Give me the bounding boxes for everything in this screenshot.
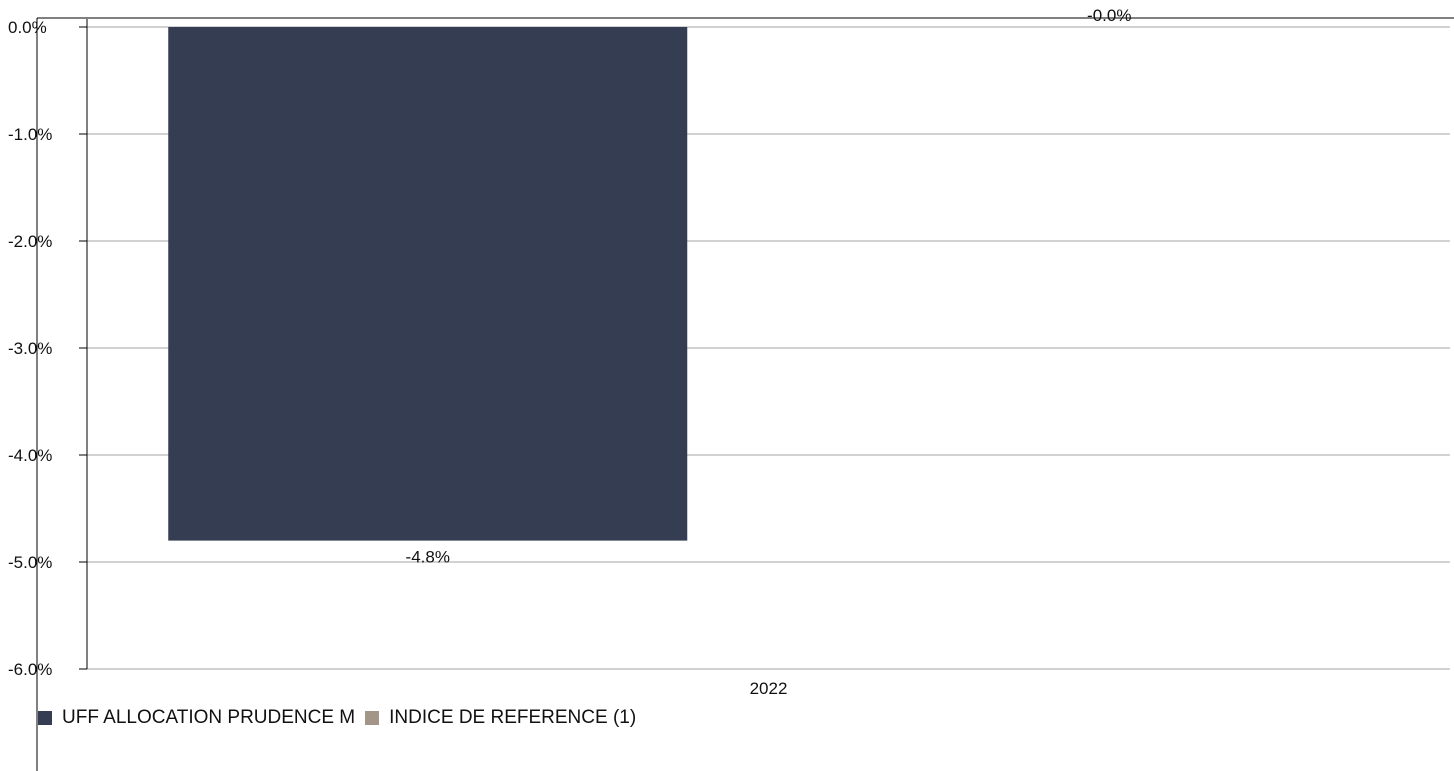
data-label: -4.8% [406,548,450,567]
y-tick-label: -4.0% [8,446,52,465]
y-tick-label: -2.0% [8,232,52,251]
legend-item-benchmark: INDICE DE REFERENCE (1) [365,707,636,729]
y-tick-label: -3.0% [8,339,52,358]
y-tick-label: -1.0% [8,125,52,144]
legend-swatch-benchmark [365,711,380,725]
legend-label-benchmark: INDICE DE REFERENCE (1) [389,707,637,728]
bar-fund [168,27,688,541]
chart-legend: UFF ALLOCATION PRUDENCE M INDICE DE REFE… [38,707,646,729]
legend-label-fund: UFF ALLOCATION PRUDENCE M [62,707,356,728]
y-tick-label: -5.0% [8,553,52,572]
data-label: -0.0% [1087,6,1131,25]
legend-swatch-fund [38,711,52,725]
y-tick-label: -6.0% [8,660,52,679]
y-tick-label: 0.0% [8,18,47,37]
x-tick-label: 2022 [750,679,788,698]
legend-item-fund: UFF ALLOCATION PRUDENCE M [38,707,355,729]
